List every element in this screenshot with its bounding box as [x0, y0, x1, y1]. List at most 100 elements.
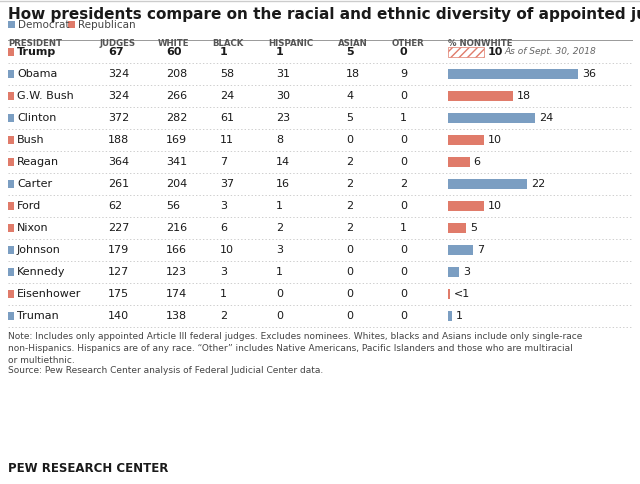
- Text: 188: 188: [108, 135, 129, 145]
- Bar: [8, 136, 14, 144]
- Bar: [8, 202, 14, 210]
- Text: 0: 0: [400, 267, 407, 277]
- Bar: [68, 21, 75, 28]
- Text: 24: 24: [220, 91, 234, 101]
- Text: 2: 2: [346, 179, 353, 189]
- Text: Clinton: Clinton: [17, 113, 56, 123]
- Text: 10: 10: [488, 135, 502, 145]
- Text: Truman: Truman: [17, 311, 59, 321]
- Text: PEW RESEARCH CENTER: PEW RESEARCH CENTER: [8, 462, 168, 475]
- Text: 18: 18: [346, 69, 360, 79]
- Text: 3: 3: [276, 245, 283, 255]
- Text: 23: 23: [276, 113, 290, 123]
- Text: 36: 36: [582, 69, 596, 79]
- Bar: [448, 157, 470, 167]
- Bar: [8, 246, 14, 254]
- Text: 24: 24: [539, 113, 553, 123]
- Text: BLACK: BLACK: [212, 39, 243, 48]
- Text: 127: 127: [108, 267, 129, 277]
- Text: JUDGES: JUDGES: [100, 39, 136, 48]
- Text: How presidents compare on the racial and ethnic diversity of appointed judges: How presidents compare on the racial and…: [8, 7, 640, 22]
- Text: 61: 61: [220, 113, 234, 123]
- Text: Obama: Obama: [17, 69, 58, 79]
- Text: 0: 0: [400, 47, 408, 57]
- Text: Johnson: Johnson: [17, 245, 61, 255]
- Text: 174: 174: [166, 289, 188, 299]
- Text: 1: 1: [276, 201, 283, 211]
- Bar: [448, 289, 450, 299]
- Bar: [448, 267, 459, 277]
- Bar: [448, 91, 513, 101]
- Bar: [8, 48, 14, 56]
- Text: 6: 6: [474, 157, 481, 167]
- Text: 140: 140: [108, 311, 129, 321]
- Bar: [8, 180, 14, 188]
- Text: 9: 9: [400, 69, 407, 79]
- Text: Bush: Bush: [17, 135, 45, 145]
- Text: 204: 204: [166, 179, 188, 189]
- Text: 4: 4: [346, 91, 353, 101]
- Text: 0: 0: [400, 157, 407, 167]
- Text: 208: 208: [166, 69, 188, 79]
- Text: WHITE: WHITE: [158, 39, 189, 48]
- Text: 0: 0: [400, 91, 407, 101]
- Text: 0: 0: [346, 289, 353, 299]
- Text: Republican: Republican: [78, 19, 136, 30]
- Text: 324: 324: [108, 69, 129, 79]
- Text: 3: 3: [220, 201, 227, 211]
- Text: <1: <1: [454, 289, 470, 299]
- Text: 16: 16: [276, 179, 290, 189]
- Text: 10: 10: [488, 201, 502, 211]
- Text: 30: 30: [276, 91, 290, 101]
- Bar: [8, 158, 14, 166]
- Bar: [8, 21, 15, 28]
- Text: Kennedy: Kennedy: [17, 267, 65, 277]
- Bar: [8, 92, 14, 100]
- Text: 1: 1: [456, 311, 463, 321]
- Text: 3: 3: [220, 267, 227, 277]
- Text: 166: 166: [166, 245, 187, 255]
- Text: Trump: Trump: [17, 47, 56, 57]
- Text: 0: 0: [400, 135, 407, 145]
- Bar: [448, 245, 473, 255]
- Text: 7: 7: [220, 157, 227, 167]
- Text: 138: 138: [166, 311, 187, 321]
- Bar: [8, 114, 14, 122]
- Text: 123: 123: [166, 267, 187, 277]
- Text: 227: 227: [108, 223, 129, 233]
- Text: 0: 0: [400, 201, 407, 211]
- Bar: [448, 201, 484, 211]
- Text: 37: 37: [220, 179, 234, 189]
- Text: Carter: Carter: [17, 179, 52, 189]
- Text: 22: 22: [531, 179, 546, 189]
- Text: PRESIDENT: PRESIDENT: [8, 39, 62, 48]
- Text: % NONWHITE: % NONWHITE: [448, 39, 513, 48]
- Text: 31: 31: [276, 69, 290, 79]
- Text: 5: 5: [346, 113, 353, 123]
- Text: 0: 0: [276, 311, 283, 321]
- Text: 0: 0: [346, 245, 353, 255]
- Text: 0: 0: [276, 289, 283, 299]
- Text: 179: 179: [108, 245, 129, 255]
- Text: Eisenhower: Eisenhower: [17, 289, 81, 299]
- Text: 18: 18: [517, 91, 531, 101]
- Text: 169: 169: [166, 135, 187, 145]
- Text: 56: 56: [166, 201, 180, 211]
- Text: 5: 5: [470, 223, 477, 233]
- Text: 0: 0: [400, 289, 407, 299]
- Text: 60: 60: [166, 47, 182, 57]
- Text: 364: 364: [108, 157, 129, 167]
- Bar: [8, 312, 14, 320]
- Text: Note: Includes only appointed Article III federal judges. Excludes nominees. Whi: Note: Includes only appointed Article II…: [8, 332, 582, 364]
- Text: 1: 1: [276, 47, 284, 57]
- Text: 2: 2: [346, 223, 353, 233]
- Text: 67: 67: [108, 47, 124, 57]
- Text: ASIAN: ASIAN: [338, 39, 368, 48]
- Text: 2: 2: [346, 157, 353, 167]
- Text: Ford: Ford: [17, 201, 41, 211]
- Text: 58: 58: [220, 69, 234, 79]
- Text: 0: 0: [400, 311, 407, 321]
- Text: 10: 10: [488, 47, 504, 57]
- Text: G.W. Bush: G.W. Bush: [17, 91, 74, 101]
- Text: 216: 216: [166, 223, 187, 233]
